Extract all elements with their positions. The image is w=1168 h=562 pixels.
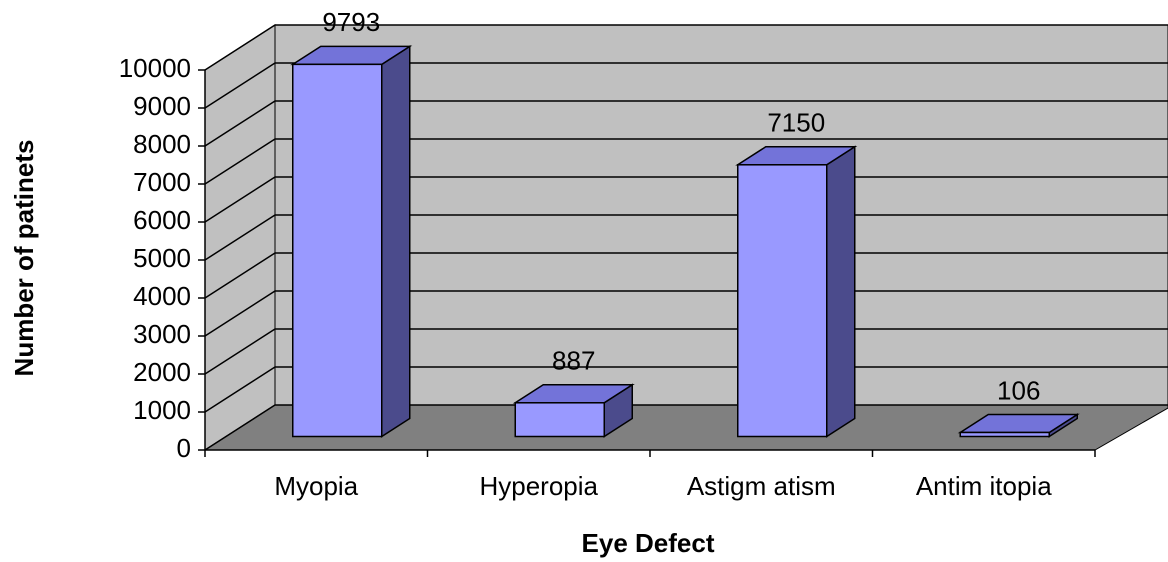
y-tick-label: 6000 xyxy=(133,205,191,235)
grid-line xyxy=(204,328,1168,375)
bar xyxy=(292,63,383,438)
grid-line xyxy=(204,290,1168,337)
grid-line xyxy=(204,404,1168,451)
y-tick-label: 9000 xyxy=(133,91,191,121)
x-tick-label: Hyperopia xyxy=(479,471,598,501)
bar xyxy=(514,402,605,438)
y-tick-label: 8000 xyxy=(133,129,191,159)
x-tick-label: Antim itopia xyxy=(916,471,1052,501)
bar-side xyxy=(381,44,411,438)
bar xyxy=(737,164,828,438)
grid-line xyxy=(204,366,1168,413)
grid-line xyxy=(204,62,1168,109)
value-label: 887 xyxy=(552,346,595,376)
grid-line xyxy=(204,214,1168,261)
value-label: 9793 xyxy=(322,7,380,37)
bar xyxy=(959,431,1050,438)
y-tick-label: 4000 xyxy=(133,281,191,311)
grid-line xyxy=(204,176,1168,223)
y-tick-label: 3000 xyxy=(133,319,191,349)
bar-side xyxy=(826,145,856,438)
y-tick-label: 5000 xyxy=(133,243,191,273)
grid-line xyxy=(204,252,1168,299)
x-tick-label: Myopia xyxy=(274,471,358,501)
grid-line xyxy=(204,24,1168,71)
y-tick-label: 7000 xyxy=(133,167,191,197)
x-axis-title: Eye Defect xyxy=(582,528,715,558)
y-tick-label: 2000 xyxy=(133,357,191,387)
y-tick-label: 0 xyxy=(177,433,191,463)
grid-line xyxy=(204,138,1168,185)
value-label: 7150 xyxy=(767,108,825,138)
grid-line xyxy=(204,100,1168,147)
x-tick-label: Astigm atism xyxy=(687,471,836,501)
y-axis-title: Number of patinets xyxy=(9,140,39,377)
value-label: 106 xyxy=(997,375,1040,405)
y-tick-label: 1000 xyxy=(133,395,191,425)
y-tick-label: 10000 xyxy=(119,53,191,83)
